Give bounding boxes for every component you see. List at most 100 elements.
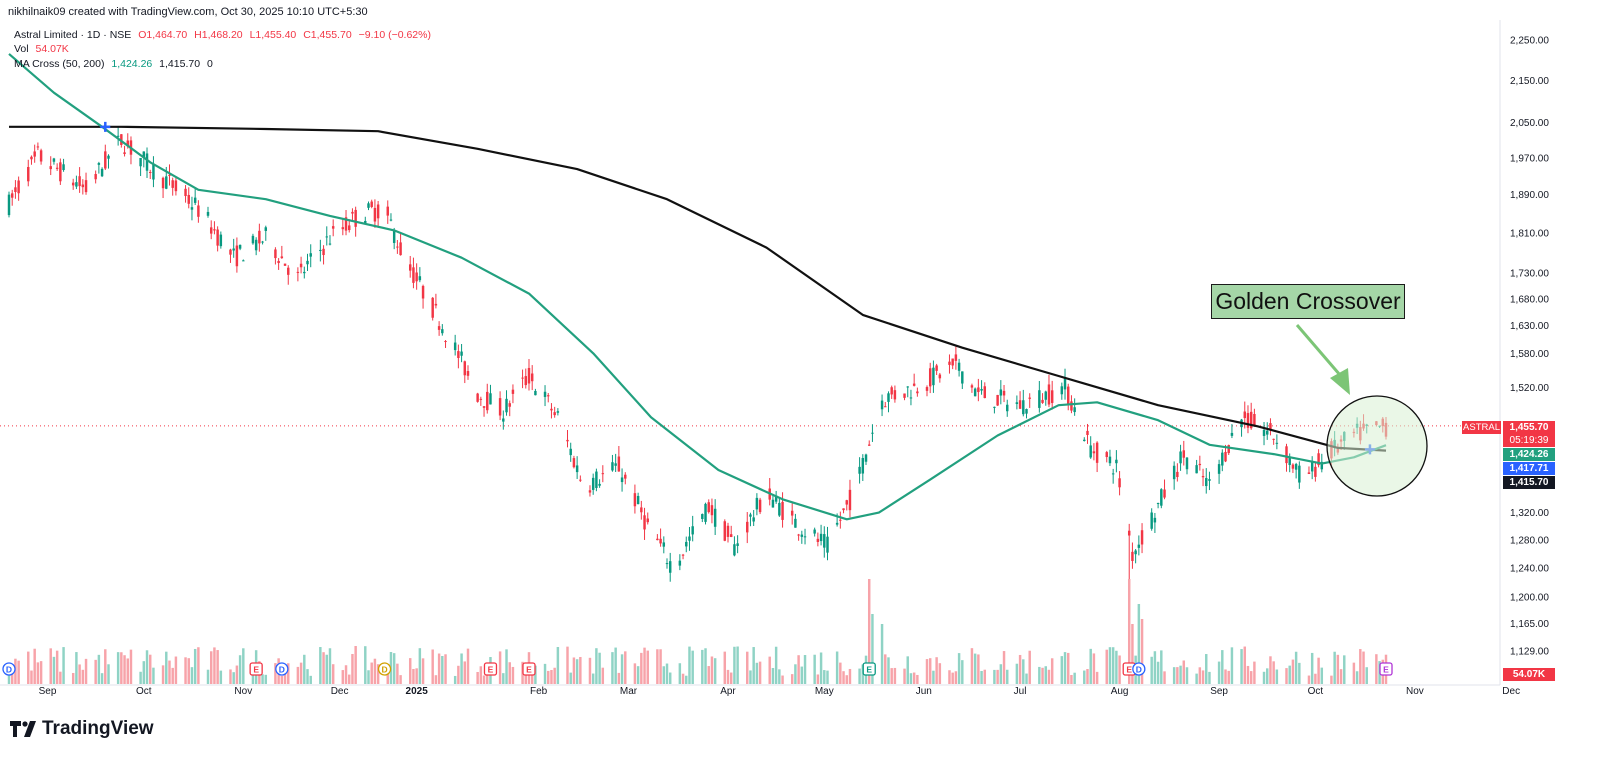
candle-body: [771, 499, 775, 508]
x-tick-label: Jul: [1014, 686, 1027, 697]
earnings-icon: [862, 662, 876, 676]
candle-body: [1018, 400, 1022, 409]
y-tick-label: 1,630.00: [1510, 321, 1549, 332]
volume-bar: [242, 648, 245, 684]
y-tick-label: 1,129.00: [1510, 647, 1549, 658]
volume-bar: [813, 654, 816, 684]
candle-body: [925, 387, 929, 391]
volume-bar: [707, 666, 710, 684]
volume-bar: [1291, 659, 1295, 684]
volume-bar: [656, 649, 659, 684]
candle-body: [633, 493, 637, 507]
x-tick-label: Dec: [1502, 686, 1520, 697]
dividend-icon: [1132, 662, 1146, 676]
volume-bar: [1089, 648, 1092, 684]
candle-body: [880, 400, 884, 410]
candle-body: [823, 534, 826, 548]
candle-body: [1182, 450, 1186, 458]
volume-bar: [771, 667, 775, 684]
volume-bar: [951, 672, 954, 684]
volume-bar: [906, 656, 909, 684]
candle-body: [187, 194, 190, 204]
candle-body: [1298, 465, 1301, 483]
earnings-icon: [249, 662, 263, 676]
volume-bar: [1230, 647, 1234, 684]
volume-bar: [980, 670, 983, 684]
volume-tag: 54.07K: [1503, 668, 1555, 681]
volume-bar: [84, 658, 88, 684]
candle-body: [707, 502, 710, 513]
volume-bar: [1002, 651, 1006, 684]
candle-body: [1291, 464, 1295, 469]
candle-body: [1317, 453, 1320, 466]
tradingview-logo[interactable]: TradingView: [10, 718, 154, 740]
volume-bar: [213, 647, 216, 684]
volume-bar: [1176, 667, 1179, 684]
candle-body: [1269, 423, 1272, 431]
volume-bar: [948, 670, 951, 684]
candle-body: [774, 495, 778, 502]
volume-bar: [778, 669, 781, 684]
candle-body: [71, 182, 75, 186]
volume-bar: [232, 672, 235, 684]
candle-body: [283, 263, 287, 266]
volume-bar: [116, 652, 120, 684]
candle-body: [1153, 517, 1157, 523]
candle-body: [1089, 445, 1092, 458]
candle-body: [1172, 465, 1176, 480]
volume-bar: [52, 656, 56, 684]
volume-bar: [107, 664, 110, 684]
volume-bar: [887, 657, 890, 684]
candle-body: [1205, 478, 1208, 487]
volume-bar: [370, 662, 373, 684]
candle-body: [287, 267, 290, 275]
volume-bar: [1266, 668, 1269, 684]
candle-body: [1140, 530, 1144, 545]
volume-bar: [441, 656, 444, 684]
volume-bar: [161, 665, 165, 684]
candle-body: [871, 432, 874, 434]
ma-fast-tag: 1,424.26: [1503, 448, 1555, 461]
candle-body: [1025, 409, 1028, 414]
candle-body: [1185, 457, 1189, 470]
candle-body: [790, 510, 794, 516]
volume-bar: [611, 652, 614, 684]
candle-body: [306, 260, 309, 265]
volume-bar: [1086, 669, 1089, 684]
candle-body: [961, 371, 964, 384]
candle-body: [996, 394, 999, 406]
event-icon-letter: E: [1383, 665, 1389, 675]
volume-bar: [274, 663, 277, 684]
candle-body: [78, 176, 81, 187]
volume-bar: [120, 652, 123, 684]
y-tick-label: 1,810.00: [1510, 228, 1549, 239]
symbol-title: Astral Limited · 1D · NSE: [14, 29, 132, 41]
candle-body: [165, 176, 168, 189]
candle-body: [145, 153, 149, 171]
ma-label: MA Cross (50, 200): [14, 58, 105, 70]
candle-body: [508, 403, 511, 407]
volume-bar: [640, 652, 643, 684]
volume-bar: [1179, 665, 1182, 684]
volume-bar: [482, 675, 486, 684]
volume-bar: [1352, 662, 1356, 684]
volume-bar: [1240, 649, 1243, 684]
golden-crossover-label[interactable]: Golden Crossover: [1211, 284, 1405, 319]
event-icon-letter: E: [866, 665, 872, 675]
candle-body: [636, 495, 640, 505]
candle-body: [524, 376, 528, 386]
candle-body: [431, 297, 434, 318]
candle-body: [656, 538, 659, 541]
candle-body: [502, 418, 505, 422]
volume-bar: [341, 670, 345, 684]
volume-bar: [1375, 654, 1378, 684]
volume-bar: [216, 650, 219, 684]
candle-body: [746, 521, 749, 533]
volume-bar: [280, 675, 284, 684]
candle-body: [977, 387, 980, 393]
dividend-icon: [2, 662, 16, 676]
candle-body: [55, 167, 59, 169]
volume-bar: [1022, 659, 1025, 684]
